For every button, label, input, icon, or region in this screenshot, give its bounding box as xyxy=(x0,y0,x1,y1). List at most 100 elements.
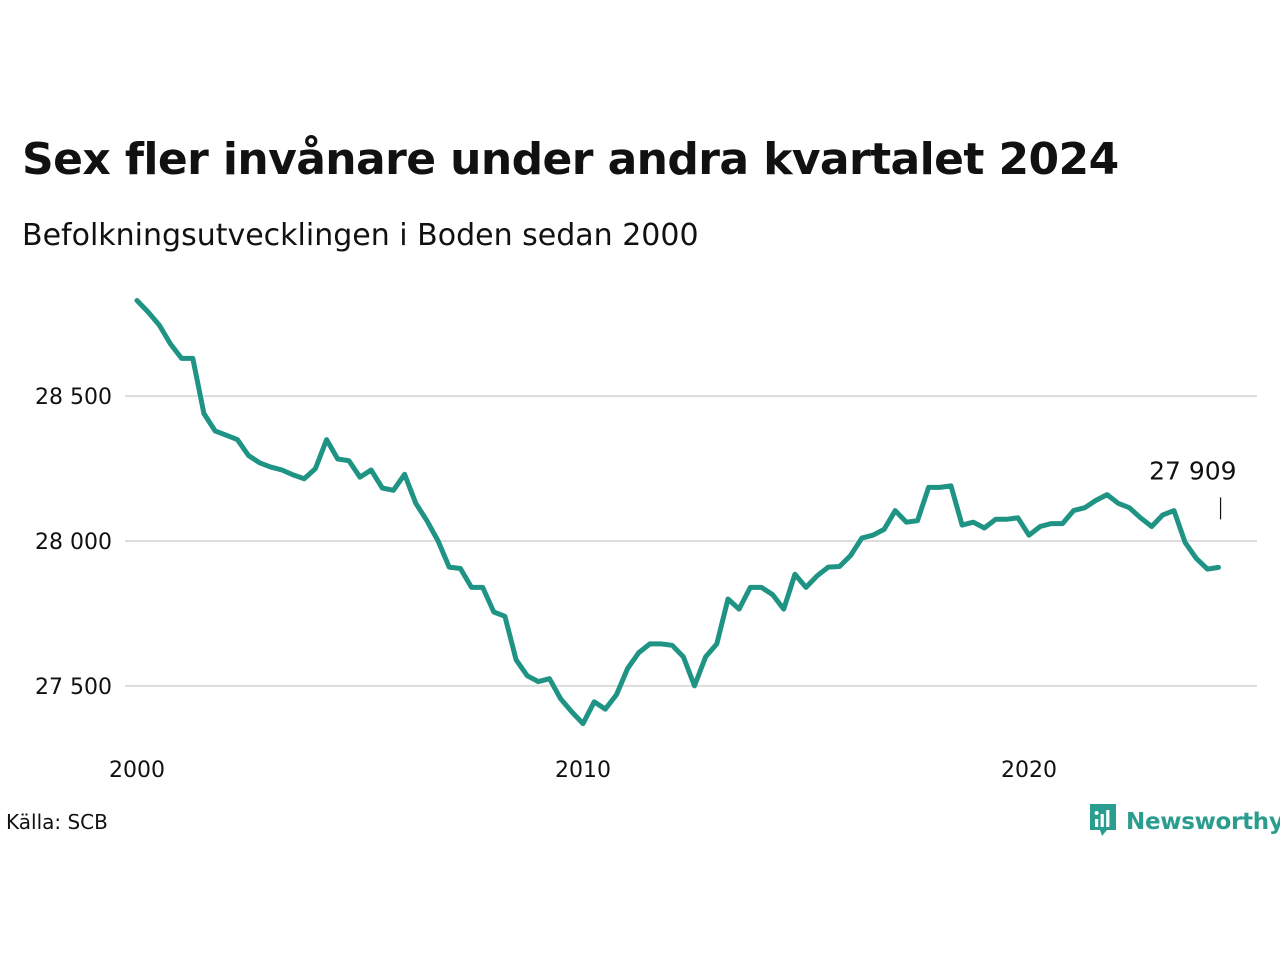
data-point xyxy=(1138,515,1144,521)
data-point xyxy=(1216,564,1222,570)
data-point xyxy=(647,641,653,647)
data-point xyxy=(814,573,820,579)
x-tick-label: 2010 xyxy=(555,758,611,783)
brand-logo[interactable]: Newsworthy xyxy=(1088,804,1280,840)
data-point xyxy=(190,355,196,361)
data-point xyxy=(915,518,921,524)
data-point xyxy=(725,596,731,602)
y-tick-label: 28 500 xyxy=(35,385,112,410)
data-point xyxy=(379,485,385,491)
data-point xyxy=(970,519,976,525)
data-point xyxy=(547,676,553,682)
data-point xyxy=(301,476,307,482)
data-point xyxy=(870,532,876,538)
data-point xyxy=(346,458,352,464)
data-point xyxy=(1115,500,1121,506)
data-point xyxy=(703,654,709,660)
data-point xyxy=(926,484,932,490)
data-point xyxy=(792,571,798,577)
data-point xyxy=(993,516,999,522)
data-point xyxy=(747,584,753,590)
data-point xyxy=(881,526,887,532)
data-point xyxy=(357,474,363,480)
data-point xyxy=(513,657,519,663)
data-point xyxy=(1015,515,1021,521)
data-point xyxy=(669,642,675,648)
data-point xyxy=(736,606,742,612)
series-line xyxy=(134,298,1221,727)
brand-name: Newsworthy xyxy=(1126,809,1280,835)
data-point xyxy=(368,467,374,473)
data-point xyxy=(1160,512,1166,518)
data-point xyxy=(312,466,318,472)
data-point xyxy=(892,508,898,514)
x-tick-label: 2020 xyxy=(1001,758,1057,783)
data-point xyxy=(491,609,497,615)
bar-chart-speech-bubble-icon xyxy=(1088,802,1118,842)
data-point xyxy=(179,355,185,361)
data-point xyxy=(569,709,575,715)
data-point xyxy=(167,341,173,347)
data-point xyxy=(658,641,664,647)
data-point xyxy=(424,518,430,524)
data-point xyxy=(836,564,842,570)
y-tick-label: 28 000 xyxy=(35,530,112,555)
data-point xyxy=(1182,539,1188,545)
data-point xyxy=(524,673,530,679)
data-point xyxy=(1004,516,1010,522)
gridlines xyxy=(125,395,1257,687)
x-tick-label: 2000 xyxy=(109,758,165,783)
y-tick-label: 27 500 xyxy=(35,675,112,700)
data-point xyxy=(257,460,263,466)
data-point xyxy=(535,679,541,685)
data-point xyxy=(680,654,686,660)
data-point xyxy=(1037,524,1043,530)
data-point xyxy=(770,592,776,598)
data-point xyxy=(1149,524,1155,530)
data-point xyxy=(390,487,396,493)
data-point xyxy=(692,683,698,689)
source-note: Källa: SCB xyxy=(6,810,108,834)
data-point xyxy=(580,721,586,727)
data-point xyxy=(402,471,408,477)
data-point xyxy=(625,666,631,672)
data-point xyxy=(145,309,151,315)
data-point xyxy=(1048,521,1054,527)
data-point xyxy=(1204,566,1210,572)
data-point xyxy=(279,467,285,473)
data-point xyxy=(234,437,240,443)
data-point xyxy=(825,564,831,570)
data-point xyxy=(335,456,341,462)
data-point xyxy=(435,538,441,544)
data-point xyxy=(246,453,252,459)
data-point xyxy=(758,584,764,590)
data-point xyxy=(1093,497,1099,503)
data-point xyxy=(591,699,597,705)
data-point xyxy=(212,428,218,434)
axes: 27 500 28 000 28 500 2000 2010 2020 xyxy=(35,385,1057,783)
data-point xyxy=(903,519,909,525)
data-point xyxy=(1071,508,1077,514)
data-point xyxy=(803,584,809,590)
data-point xyxy=(324,437,330,443)
data-point xyxy=(981,525,987,531)
data-point xyxy=(446,564,452,570)
data-point xyxy=(859,535,865,541)
chart-subtitle: Befolkningsutvecklingen i Boden sedan 20… xyxy=(22,218,699,253)
series-layer xyxy=(134,298,1222,727)
data-point xyxy=(1193,555,1199,561)
data-point xyxy=(1059,521,1065,527)
data-point xyxy=(1104,492,1110,498)
data-point xyxy=(268,464,274,470)
data-point xyxy=(223,432,229,438)
data-point xyxy=(613,692,619,698)
data-point xyxy=(201,410,207,416)
data-point xyxy=(502,613,508,619)
data-point xyxy=(959,522,965,528)
data-point xyxy=(714,641,720,647)
data-point xyxy=(948,483,954,489)
data-point xyxy=(457,566,463,572)
data-point xyxy=(558,696,564,702)
data-point xyxy=(781,606,787,612)
